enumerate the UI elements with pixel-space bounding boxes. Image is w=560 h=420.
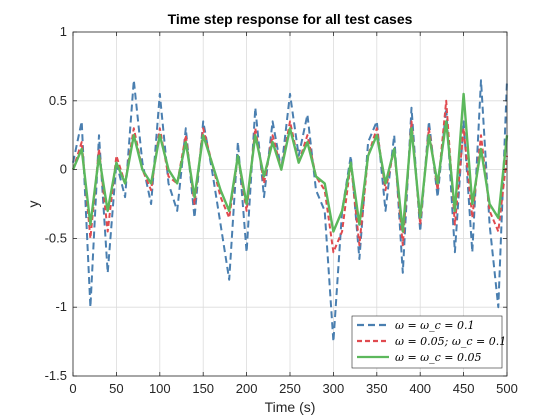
y-tick-label: -0.5 (45, 230, 67, 245)
y-axis-label: y (25, 201, 41, 208)
x-tick-label: 0 (69, 381, 76, 396)
x-tick-label: 100 (149, 381, 171, 396)
y-tick-label: 0.5 (49, 93, 67, 108)
x-tick-label: 200 (236, 381, 258, 396)
x-axis-label: Time (s) (265, 399, 316, 415)
x-tick-label: 350 (366, 381, 388, 396)
y-tick-label: -1 (55, 299, 67, 314)
y-ticks: -1.5 -1 -0.5 0 0.5 1 (45, 24, 507, 383)
legend: ω = ω_c = 0.1 ω = 0.05; ω_c = 0.1 ω = ω_… (351, 315, 506, 369)
y-tick-label: 0 (60, 162, 67, 177)
x-tick-label: 400 (409, 381, 431, 396)
x-tick-label: 450 (453, 381, 475, 396)
x-ticks: 0 50 100 150 200 250 300 350 400 450 500 (69, 32, 518, 396)
y-tick-label: 1 (60, 24, 67, 39)
x-tick-label: 300 (323, 381, 345, 396)
legend-label-series-2: ω = 0.05; ω_c = 0.1 (395, 335, 506, 348)
series-layer (71, 79, 509, 343)
x-tick-label: 150 (192, 381, 214, 396)
series-line-3 (71, 92, 509, 233)
chart-title: Time step response for all test cases (168, 11, 413, 27)
x-tick-label: 250 (279, 381, 301, 396)
legend-label-series-1: ω = ω_c = 0.1 (395, 319, 475, 332)
x-tick-label: 50 (109, 381, 123, 396)
y-tick-label: -1.5 (45, 368, 67, 383)
x-tick-label: 500 (496, 381, 518, 396)
legend-label-series-3: ω = ω_c = 0.05 (395, 351, 482, 364)
